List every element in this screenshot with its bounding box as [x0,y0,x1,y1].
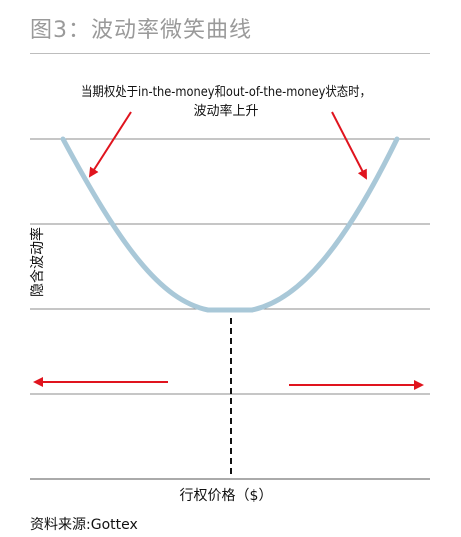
smile-curve [60,136,400,313]
chart-title: 图3：波动率微笑曲线 [30,18,252,43]
annotation-line-2: 波动率上升 [193,103,258,119]
x-axis-label: 行权价格（$） [180,488,273,504]
annotation-line-1: 当期权处于in-the-money和out-of-the-money状态时， [81,84,371,100]
y-axis-label: 隐含波动率 [29,227,46,297]
title-divider [30,53,430,54]
right-annotation-arrow [331,111,367,180]
left-annotation-arrow [88,111,132,178]
source-note: 资料来源:Gottex [30,517,138,533]
